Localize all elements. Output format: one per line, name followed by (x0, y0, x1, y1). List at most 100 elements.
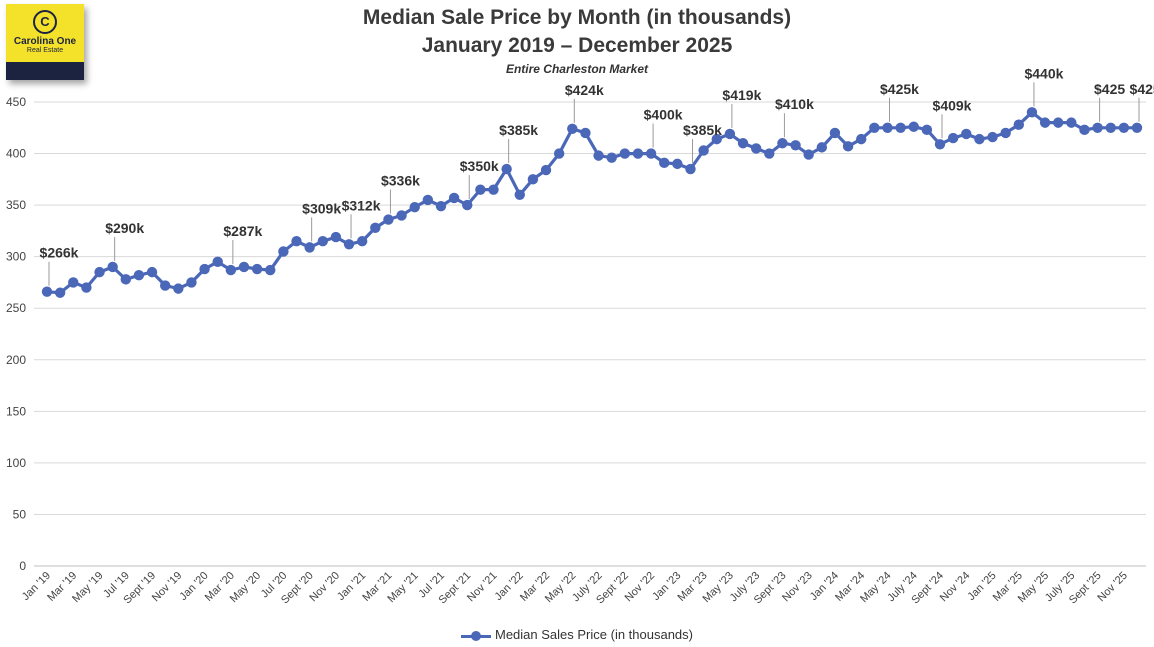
chart-title: Median Sale Price by Month (in thousands… (362, 6, 792, 29)
data-point (1079, 124, 1090, 136)
logo-name: Carolina One (13, 36, 77, 47)
data-point (278, 246, 289, 257)
data-point (514, 189, 525, 200)
data-point (672, 158, 683, 170)
y-tick-label: 50 (13, 507, 27, 521)
data-point (987, 131, 998, 143)
data-point (383, 214, 394, 225)
x-tick-label: Nov '24 (938, 570, 973, 605)
data-point (330, 231, 342, 243)
data-point (816, 142, 828, 153)
y-tick-label: 250 (6, 301, 26, 315)
data-point (882, 122, 893, 133)
data-point (1000, 127, 1011, 139)
data-label: $440k (1024, 65, 1063, 81)
data-point (1026, 107, 1038, 118)
data-point (724, 128, 736, 140)
data-point (317, 236, 328, 247)
data-label: $424k (565, 82, 604, 98)
data-point (462, 199, 473, 211)
data-point (856, 133, 867, 145)
data-point (1118, 122, 1130, 133)
data-point (947, 132, 959, 144)
data-point (632, 148, 644, 159)
legend-swatch (461, 630, 491, 641)
y-tick-label: 200 (6, 353, 26, 367)
y-tick-label: 300 (6, 250, 26, 264)
data-point (173, 283, 184, 294)
data-point (527, 174, 539, 185)
y-tick-label: 150 (6, 404, 26, 418)
logo-bar (6, 62, 84, 80)
data-point (921, 124, 933, 136)
data-point (1039, 117, 1051, 128)
data-point (908, 121, 919, 132)
data-label: $425k (880, 81, 919, 97)
data-label: $409k (933, 97, 972, 113)
data-point (409, 201, 420, 213)
data-point (659, 157, 670, 169)
data-point (540, 164, 552, 176)
x-tick-label: Nov '21 (465, 570, 500, 605)
data-point (422, 194, 434, 206)
data-point (790, 140, 801, 151)
data-point (186, 277, 197, 288)
data-point (764, 148, 775, 159)
data-point (593, 150, 604, 161)
data-point (698, 145, 709, 156)
chart-note: Entire Charleston Market (505, 62, 649, 76)
data-point (146, 266, 158, 278)
data-point (225, 264, 237, 276)
data-point (1053, 117, 1064, 128)
data-label: $400k (644, 107, 683, 123)
data-point (737, 138, 749, 149)
data-point (1066, 117, 1077, 128)
data-point (974, 133, 985, 145)
data-point (1105, 122, 1116, 133)
data-point (343, 239, 355, 250)
data-point (238, 261, 250, 273)
x-tick-label: Nov '20 (307, 570, 342, 605)
data-point (133, 270, 145, 281)
data-point (829, 127, 841, 139)
data-point (685, 163, 696, 175)
data-point (553, 148, 565, 159)
legend-label: Median Sales Price (in thousands) (495, 627, 693, 642)
data-point (291, 236, 302, 247)
data-point (645, 148, 657, 159)
data-point (1092, 122, 1103, 133)
data-point (961, 128, 972, 140)
logo-mark: C (33, 10, 57, 34)
data-point (1131, 122, 1143, 133)
data-label: $287k (223, 223, 262, 239)
data-label: $309k (302, 200, 341, 216)
y-tick-label: 100 (6, 456, 26, 470)
data-label: $266k (40, 245, 79, 261)
data-label: $385k (683, 122, 722, 138)
data-point (895, 122, 906, 133)
data-point (488, 184, 499, 195)
data-point (159, 280, 171, 291)
logo-subtitle: Real Estate (26, 47, 64, 54)
data-annotations: $266k $290k $287k $309k $312k$336k $350k $385k… (40, 65, 1154, 286)
data-label: $385k (499, 122, 538, 138)
data-label: $312k (342, 197, 381, 213)
x-tick-label: Nov '19 (150, 570, 185, 605)
data-point (107, 261, 118, 273)
data-point (54, 287, 66, 298)
x-tick-label: Nov '25 (1095, 570, 1130, 605)
data-label: $425 (1094, 81, 1125, 97)
data-point (448, 192, 460, 204)
series-line (46, 110, 1137, 295)
data-point (501, 163, 512, 175)
y-tick-label: 450 (6, 95, 26, 109)
data-label: $336k (381, 173, 420, 189)
y-tick-label: 0 (19, 559, 26, 573)
data-point (120, 274, 131, 285)
data-label: $419k (722, 87, 761, 103)
data-point (934, 139, 946, 150)
chart-subtitle: January 2019 – December 2025 (421, 34, 733, 57)
data-point (803, 149, 814, 160)
